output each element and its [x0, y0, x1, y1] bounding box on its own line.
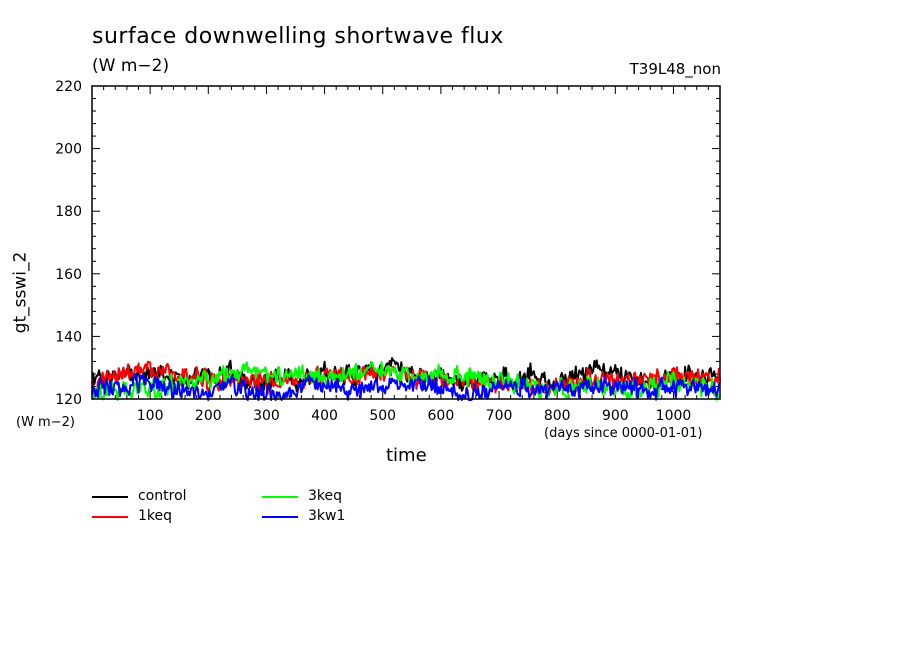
x-tick-label: 600 — [428, 408, 455, 424]
x-tick-label: 100 — [137, 408, 164, 424]
legend-swatch-3keq — [262, 496, 298, 498]
x-tick-label: 800 — [544, 408, 571, 424]
y-axis-units: (W m−2) — [16, 415, 75, 430]
legend-swatch-control — [92, 496, 128, 498]
y-tick-label: 160 — [55, 267, 82, 283]
legend-item-3kw1: 3kw1 — [262, 508, 432, 526]
chart-title: surface downwelling shortwave flux — [92, 24, 504, 49]
x-tick-label: 400 — [311, 408, 338, 424]
chart-units: (W m−2) — [92, 56, 170, 76]
x-tick-label: 200 — [195, 408, 222, 424]
plot-frame — [91, 85, 721, 400]
x-tick-label: 500 — [369, 408, 396, 424]
tick-labels: 100 200 300 400 500 600 700 800 900 1000 120 140 160… — [55, 79, 691, 424]
legend-item-control: control — [92, 488, 262, 506]
x-tick-label: 900 — [602, 408, 629, 424]
axis-ticks — [92, 86, 720, 399]
y-tick-label: 140 — [55, 329, 82, 345]
legend-label-control: control — [138, 488, 187, 504]
legend-label-3kw1: 3kw1 — [308, 508, 346, 524]
legend-item-3keq: 3keq — [262, 488, 432, 506]
y-tick-label: 180 — [55, 204, 82, 220]
x-tick-label: 300 — [253, 408, 280, 424]
x-tick-label: 1000 — [656, 408, 692, 424]
legend-item-1keq: 1keq — [92, 508, 262, 526]
x-axis-label: time — [386, 445, 427, 466]
y-tick-label: 220 — [55, 79, 82, 95]
series-lines — [91, 357, 721, 401]
x-tick-label: 700 — [486, 408, 513, 424]
run-label: T39L48_non — [629, 60, 721, 78]
x-axis-units: (days since 0000-01-01) — [544, 426, 703, 441]
y-tick-label: 120 — [55, 392, 82, 408]
legend-label-1keq: 1keq — [138, 508, 173, 524]
y-tick-label: 200 — [55, 142, 82, 158]
legend-label-3keq: 3keq — [308, 488, 343, 504]
legend-swatch-3kw1 — [262, 516, 298, 518]
series-line-3keq — [91, 361, 721, 401]
legend-swatch-1keq — [92, 516, 128, 518]
series-line-3kw1 — [91, 372, 721, 401]
